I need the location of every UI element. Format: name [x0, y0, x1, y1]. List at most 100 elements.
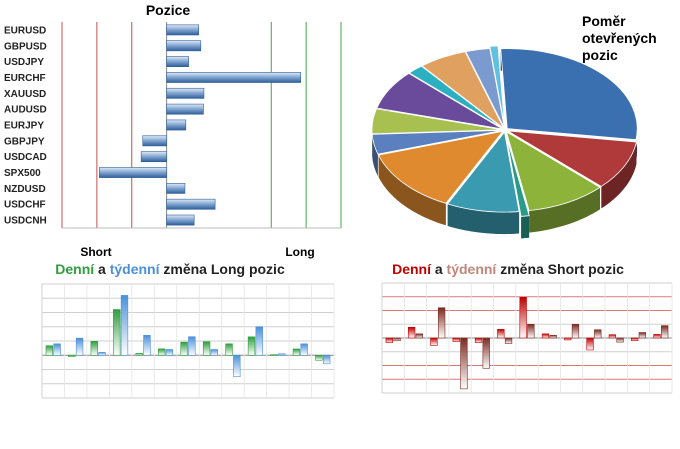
short-title: Denní a týdenní změna Short pozic — [392, 261, 624, 277]
positions-category-label: EURJPY — [4, 121, 44, 132]
positions-category-label: USDJPY — [4, 57, 44, 68]
pie-title-line-2: otevřených — [582, 30, 657, 46]
bar-weekly-usdchf — [638, 332, 647, 339]
open-positions-pie-chart: Poměr otevřených pozic — [371, 13, 657, 239]
bar-daily-spx500 — [586, 337, 594, 351]
bar-daily-eurusd — [385, 337, 393, 343]
short-title-rest: změna Short pozic — [496, 261, 624, 277]
long-changes-chart: Denní a týdenní změna Long pozic — [41, 261, 335, 399]
bar-daily-eurchf — [113, 309, 121, 356]
positions-category-label: SPX500 — [4, 168, 41, 179]
short-changes-chart: Denní a týdenní změna Short pozic — [381, 261, 673, 394]
pie-slice-usdcad — [376, 72, 503, 130]
bar-daily-usdchf — [292, 348, 301, 356]
short-label: Short — [80, 245, 111, 259]
positions-bar-eurjpy — [166, 119, 187, 131]
pie-slice-eurusd — [500, 48, 638, 141]
bar-weekly-usdcad — [571, 323, 580, 339]
long-title-and: a — [94, 261, 110, 277]
bar-daily-gbpusd — [407, 326, 416, 339]
bar-daily-spx500 — [247, 336, 256, 356]
bar-daily-gbpjpy — [541, 333, 550, 339]
bar-daily-audusd — [158, 348, 166, 356]
long-title-weekly: týdenní — [110, 261, 161, 277]
pie-side-usdjpy — [529, 187, 601, 233]
positions-bar-nzdusd — [166, 183, 186, 194]
bar-weekly-audusd — [504, 337, 513, 344]
long-label: Long — [285, 245, 314, 259]
pie-slice-usdchf — [465, 48, 505, 129]
positions-bar-eurusd — [166, 24, 200, 36]
bar-daily-usdcnh — [315, 354, 323, 361]
positions-title: Pozice — [146, 2, 191, 18]
bar-daily-xauusd — [135, 353, 143, 356]
positions-category-label: XAUUSD — [4, 89, 46, 100]
bar-weekly-xauusd — [482, 337, 490, 369]
positions-bar-usdcad — [140, 151, 167, 163]
pie-slice-eurchf — [506, 136, 530, 217]
bar-weekly-usdjpy — [437, 307, 446, 339]
pie-slice-xauusd — [446, 131, 520, 213]
bar-weekly-eurjpy — [527, 323, 535, 339]
bar-daily-usdcad — [225, 343, 233, 356]
bar-daily-xauusd — [474, 337, 483, 343]
bar-weekly-audusd — [165, 349, 174, 356]
pie-slice-gbpjpy — [371, 108, 503, 135]
positions-category-label: EURUSD — [4, 25, 46, 36]
bar-daily-usdcnh — [653, 334, 661, 339]
positions-category-label: NZDUSD — [4, 184, 46, 195]
positions-bar-gbpusd — [166, 40, 202, 52]
pie-slice-gbpusd — [507, 130, 637, 187]
bar-weekly-usdchf — [300, 343, 308, 356]
bar-weekly-nzdusd — [278, 353, 286, 356]
positions-bar-eurchf — [166, 72, 302, 83]
positions-bar-usdchf — [166, 198, 216, 210]
bar-weekly-spx500 — [594, 329, 602, 339]
long-title-rest: změna Long pozic — [160, 261, 285, 277]
positions-bar-spx500 — [99, 167, 167, 178]
pie-side-gbpusd — [601, 141, 637, 209]
bar-weekly-spx500 — [255, 326, 263, 356]
pie-side-eurchf — [521, 215, 530, 239]
pie-slice-usdcnh — [489, 45, 505, 126]
bar-weekly-eurusd — [393, 337, 401, 342]
positions-bar-xauusd — [166, 87, 205, 99]
positions-chart: Pozice EURUSD GBPUSD USDJPY EURCHF XAUUSD AUD… — [4, 2, 342, 259]
bar-weekly-xauusd — [143, 334, 151, 356]
bar-weekly-usdcnh — [661, 325, 669, 339]
bar-daily-usdcad — [564, 337, 572, 341]
bar-daily-gbpjpy — [202, 341, 211, 356]
bar-weekly-eurchf — [120, 295, 129, 356]
bar-daily-nzdusd — [270, 354, 278, 356]
bar-daily-eurusd — [45, 345, 54, 356]
bar-daily-nzdusd — [608, 334, 617, 339]
bar-daily-gbpusd — [68, 354, 76, 357]
pie-title-line-1: Poměr — [582, 13, 626, 29]
positions-category-label: USDCAD — [4, 152, 47, 163]
bar-daily-audusd — [497, 329, 505, 339]
bar-daily-eurchf — [452, 337, 460, 342]
positions-bar-audusd — [166, 103, 204, 115]
bar-daily-eurjpy — [180, 341, 188, 356]
pie-slice-usdjpy — [505, 130, 601, 212]
pie-slice-spx500 — [408, 65, 504, 129]
bar-weekly-gbpusd — [75, 337, 84, 356]
pie-slice-nzdusd — [421, 51, 504, 129]
bar-weekly-gbpusd — [415, 333, 423, 339]
positions-category-label: AUDUSD — [4, 105, 47, 116]
positions-bar-usdcnh — [166, 214, 195, 226]
pie-side-audusd — [378, 155, 446, 226]
positions-category-label: GBPJPY — [4, 136, 45, 147]
short-title-daily: Denní — [392, 261, 432, 277]
bar-daily-eurjpy — [519, 296, 527, 339]
bar-daily-usdjpy — [90, 340, 98, 356]
positions-category-label: USDCHF — [4, 200, 46, 211]
bar-weekly-eurchf — [460, 337, 468, 390]
bar-weekly-usdcnh — [322, 354, 331, 365]
long-title: Denní a týdenní změna Long pozic — [55, 261, 285, 277]
pie-side-eurjpy — [372, 134, 378, 177]
long-title-daily: Denní — [55, 261, 95, 277]
positions-category-label: EURCHF — [4, 73, 46, 84]
positions-category-label: USDCNH — [4, 216, 47, 227]
